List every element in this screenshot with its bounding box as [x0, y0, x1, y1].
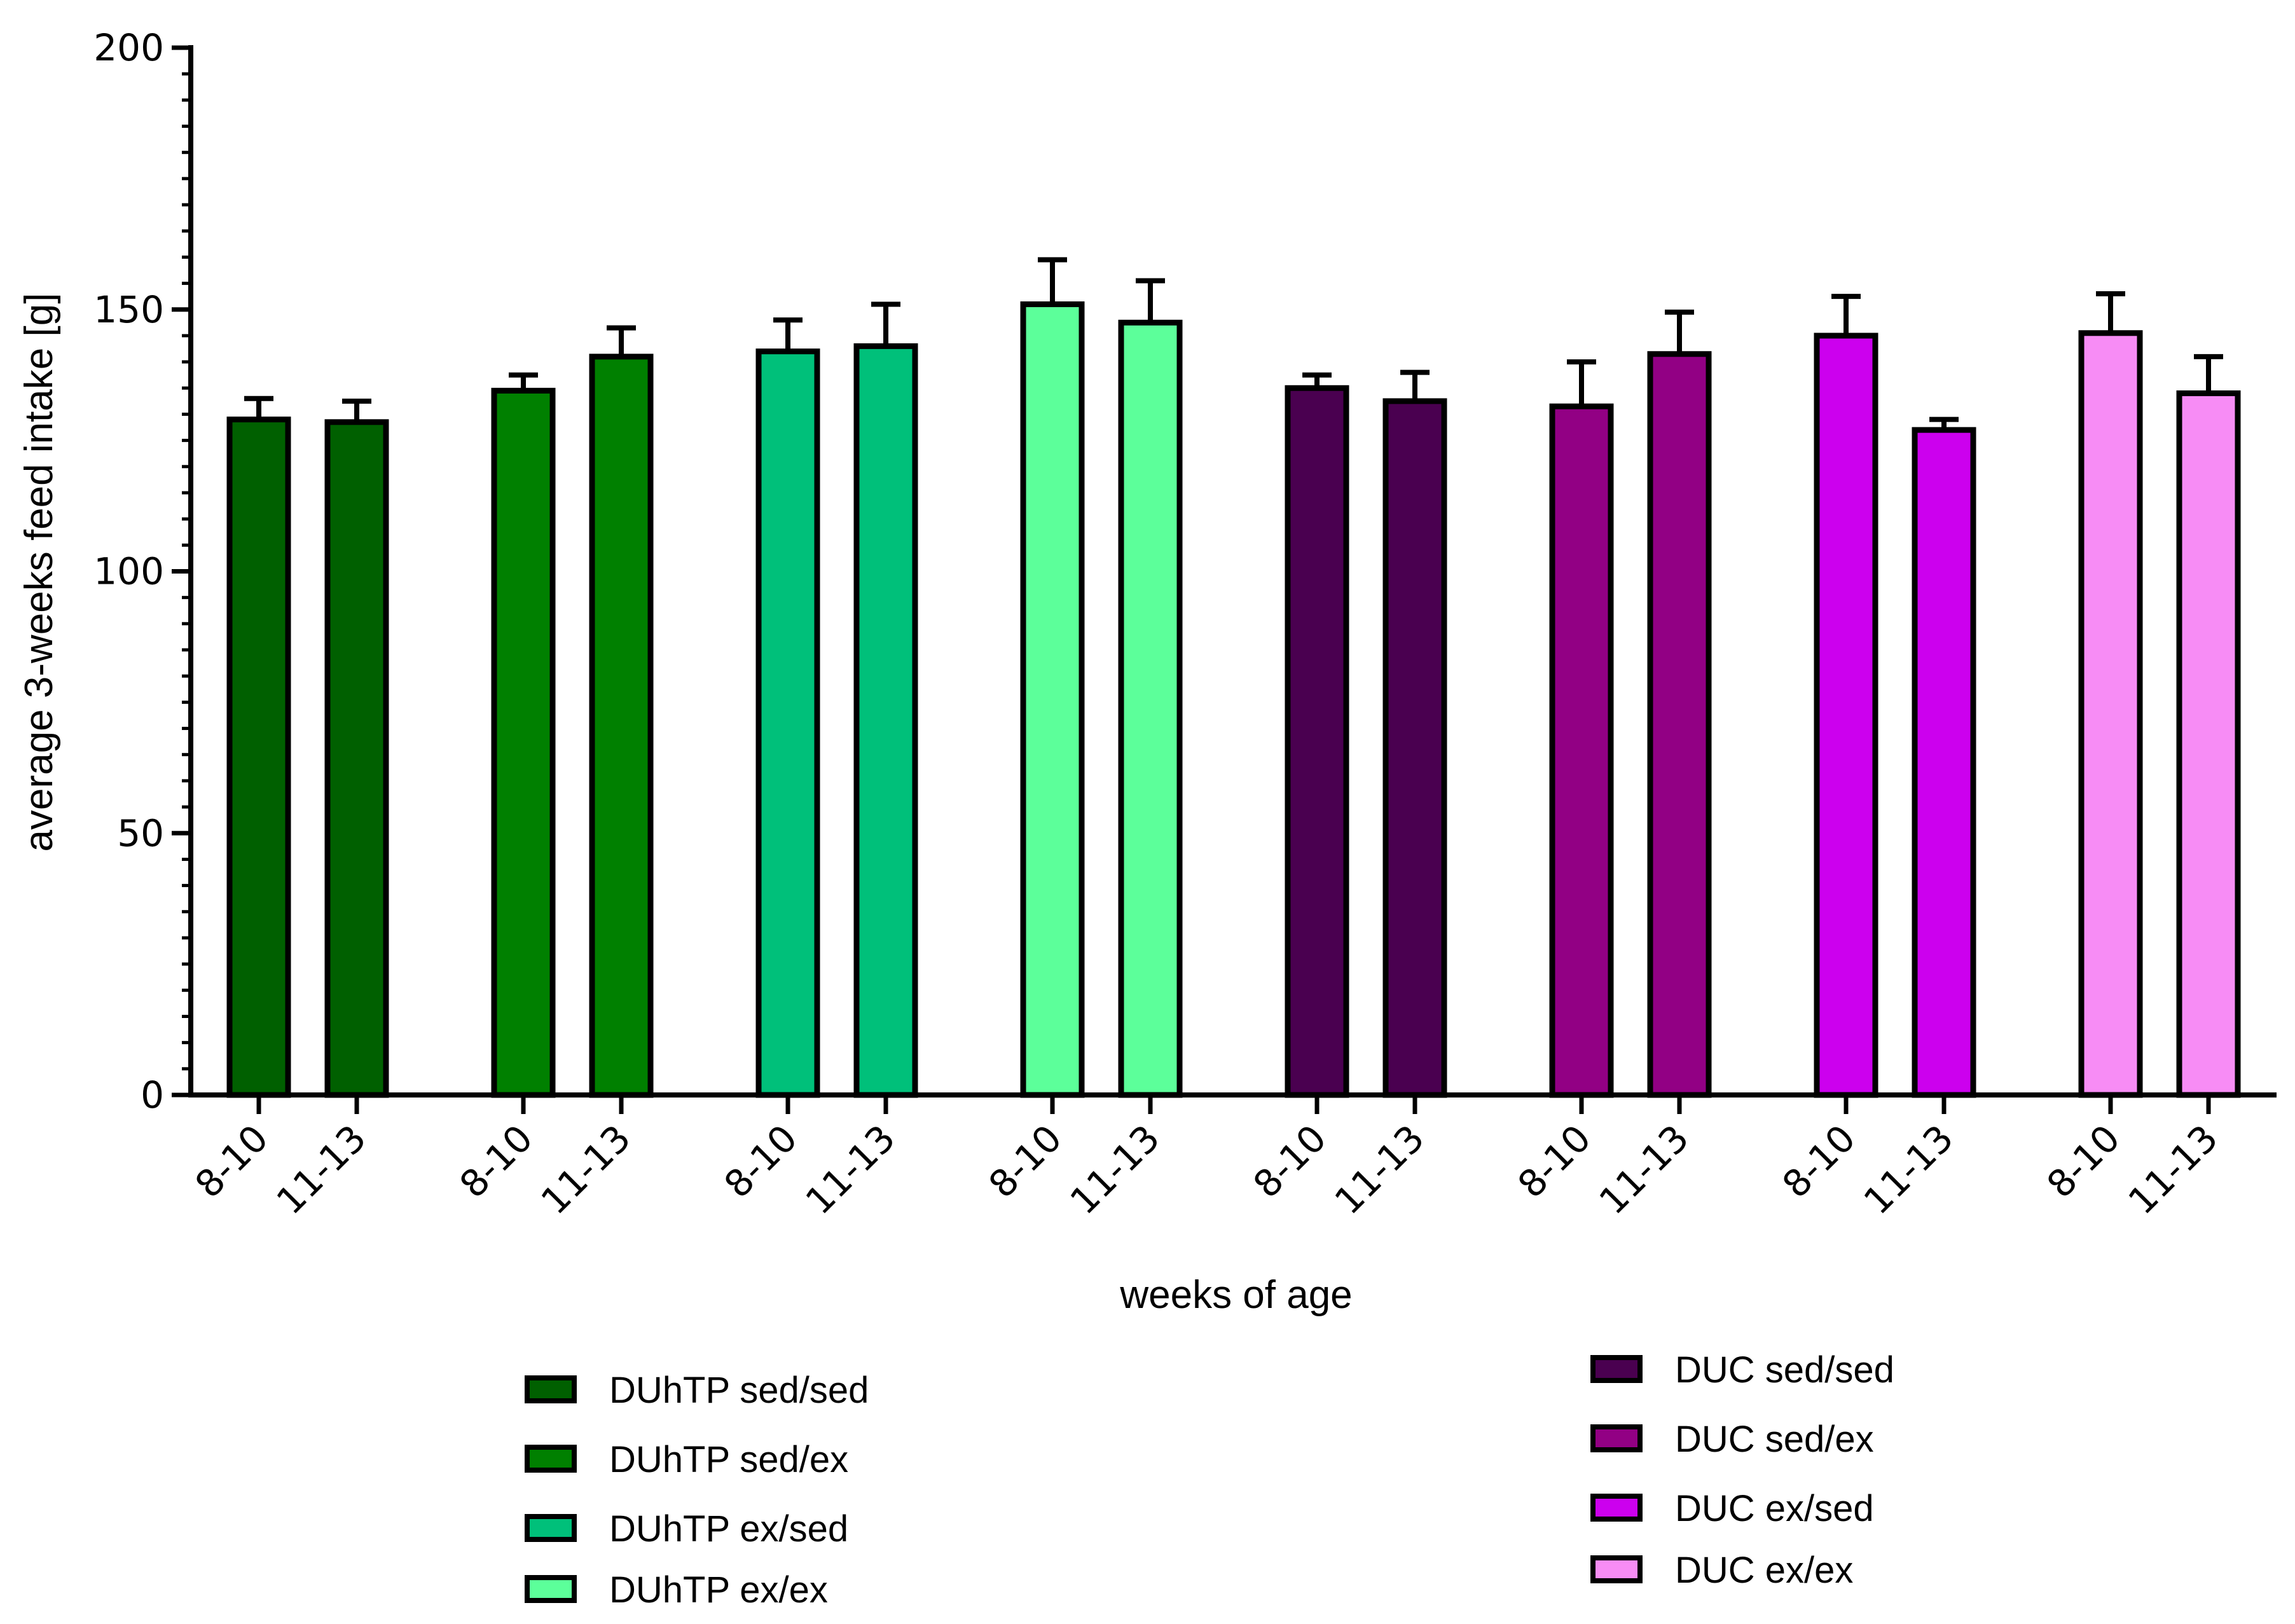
legend-label: DUC ex/ex [1675, 1550, 1853, 1591]
bar [2078, 330, 2143, 1098]
bar [1020, 301, 1085, 1098]
y-tick-label: 0 [141, 1073, 164, 1117]
x-tick-label: 11-13 [533, 1117, 639, 1223]
legend-item: DUhTP ex/sed [525, 1508, 848, 1550]
bar [853, 343, 918, 1098]
legend-swatch [525, 1375, 577, 1403]
y-tick-label: 50 [117, 811, 164, 855]
legend-swatch [525, 1575, 577, 1603]
bar [2176, 390, 2241, 1098]
legend-swatch [1590, 1424, 1643, 1452]
legend-label: DUhTP sed/sed [609, 1370, 869, 1411]
bar [1912, 427, 1976, 1098]
legend-item: DUC sed/sed [1590, 1349, 1894, 1391]
x-tick-label: 8-10 [1510, 1117, 1599, 1206]
bar [589, 354, 654, 1098]
x-tick-label: 8-10 [2039, 1117, 2128, 1206]
bar [226, 416, 291, 1098]
y-tick-label: 200 [93, 26, 164, 69]
x-tick-label: 8-10 [981, 1117, 1070, 1206]
x-tick-label: 11-13 [1327, 1117, 1433, 1223]
legend: DUhTP sed/sed DUhTP sed/ex DUhTP ex/sed DUh… [525, 1349, 1894, 1611]
legend-item: DUhTP sed/ex [525, 1439, 848, 1480]
bar [1549, 403, 1614, 1098]
x-tick-label: 11-13 [1856, 1117, 1962, 1223]
x-tick-label: 8-10 [716, 1117, 806, 1206]
x-tick-label: 11-13 [1062, 1117, 1168, 1223]
y-axis-title: average 3-weeks feed intake [g] [17, 293, 61, 852]
bar [1647, 351, 1712, 1098]
bars-layer [226, 301, 2241, 1098]
legend-swatch [1590, 1494, 1643, 1522]
axes-layer: 0 50 100 150 200 [93, 26, 2277, 1117]
legend-swatch [1590, 1355, 1643, 1383]
x-axis-title: weeks of age [1119, 1273, 1352, 1317]
x-tick-label: 8-10 [187, 1117, 277, 1206]
legend-item: DUC ex/sed [1590, 1488, 1874, 1529]
x-tick-label: 8-10 [451, 1117, 541, 1206]
legend-label: DUC sed/sed [1675, 1349, 1894, 1391]
legend-label: DUhTP ex/ex [609, 1569, 828, 1611]
bar [1814, 333, 1878, 1098]
legend-swatch [525, 1445, 577, 1473]
legend-swatch [525, 1514, 577, 1542]
x-tick-label: 11-13 [268, 1117, 375, 1223]
legend-item: DUC ex/ex [1590, 1550, 1853, 1591]
legend-label: DUC ex/sed [1675, 1488, 1874, 1529]
bar [755, 348, 820, 1098]
legend-item: DUC sed/ex [1590, 1419, 1874, 1460]
bar [1118, 319, 1183, 1098]
legend-label: DUC sed/ex [1675, 1419, 1874, 1460]
y-tick-label: 150 [93, 288, 164, 331]
x-tick-label: 11-13 [797, 1117, 904, 1223]
legend-item: DUhTP ex/ex [525, 1569, 828, 1611]
legend-item: DUhTP sed/sed [525, 1370, 869, 1411]
legend-label: DUhTP ex/sed [609, 1508, 848, 1550]
y-tick-label: 100 [93, 550, 164, 593]
bar [1285, 385, 1349, 1098]
x-tick-label: 11-13 [2120, 1117, 2226, 1223]
legend-swatch [1590, 1555, 1643, 1583]
x-tick-label: 11-13 [1591, 1117, 1697, 1223]
x-tick-label: 8-10 [1774, 1117, 1864, 1206]
bar [324, 419, 389, 1098]
error-bars-layer [244, 257, 2223, 430]
x-tick-label: 8-10 [1245, 1117, 1335, 1206]
bar [491, 387, 556, 1098]
bar [1382, 398, 1447, 1098]
legend-label: DUhTP sed/ex [609, 1439, 848, 1480]
